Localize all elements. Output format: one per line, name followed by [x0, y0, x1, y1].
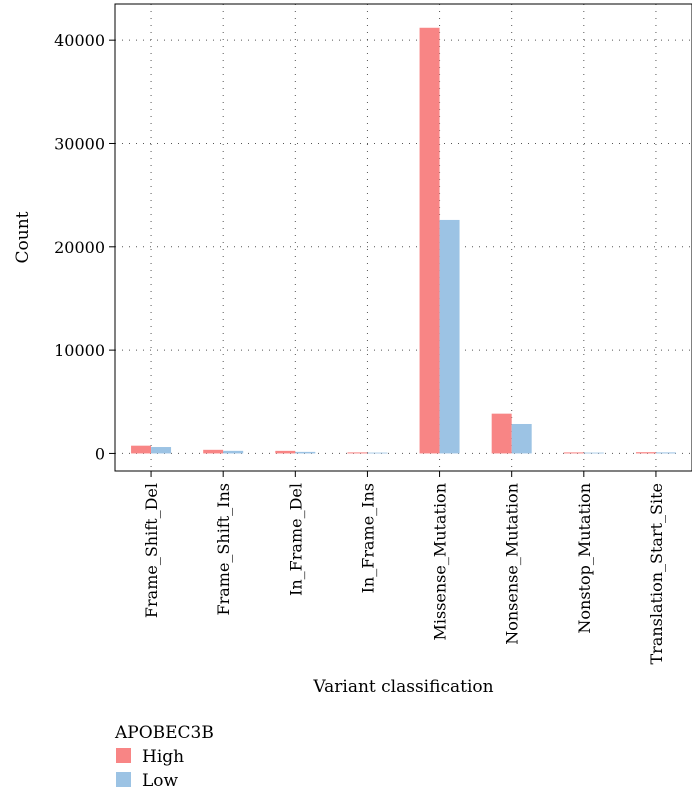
legend-label-high: High	[142, 747, 184, 767]
plot-frame	[114, 3, 692, 472]
bar-low-nonsense-mutation	[511, 423, 532, 454]
bar-high-frame-shift-del	[131, 445, 152, 454]
x-axis-title: Variant classification	[312, 677, 493, 697]
legend-title: APOBEC3B	[114, 723, 214, 743]
x-tick-label: Nonstop_Mutation	[575, 483, 594, 634]
y-tick-label: 10000	[54, 341, 105, 360]
bar-high-in-frame-ins	[347, 452, 368, 454]
legend: APOBEC3B High Low	[114, 723, 214, 791]
x-tick-label: Frame_Shift_Del	[142, 483, 161, 618]
y-tick-label: 40000	[54, 31, 105, 50]
x-tick-label: Missense_Mutation	[431, 483, 450, 641]
x-tick-label: Nonsense_Mutation	[503, 483, 522, 645]
legend-swatch-high	[116, 748, 131, 763]
bar-high-nonsense-mutation	[491, 413, 512, 454]
y-tick-label: 20000	[54, 238, 105, 257]
x-tick-label: In_Frame_Del	[286, 483, 305, 596]
x-tick-label: Translation_Start_Site	[647, 483, 666, 665]
bar-low-in-frame-ins	[367, 452, 388, 454]
axis-layer: 0 10000 20000 30000 40000 Frame_Shift_Del Fram…	[54, 31, 666, 664]
bar-high-in-frame-del	[275, 450, 296, 454]
grid-layer	[115, 4, 692, 471]
bar-low-nonstop-mutation	[583, 452, 604, 454]
bar-high-nonstop-mutation	[563, 452, 584, 454]
y-axis-title: Count	[13, 211, 33, 263]
bar-high-frame-shift-ins	[203, 449, 224, 454]
bar-low-missense-mutation	[439, 219, 460, 454]
bar-low-frame-shift-ins	[223, 450, 244, 454]
legend-label-low: Low	[142, 771, 179, 791]
y-tick-label: 30000	[54, 134, 105, 153]
y-tick-label: 0	[95, 444, 105, 463]
bar-high-translation-start-site	[635, 452, 656, 454]
bar-high-missense-mutation	[419, 27, 440, 454]
bar-low-frame-shift-del	[151, 447, 172, 454]
x-tick-label: Frame_Shift_Ins	[214, 483, 233, 616]
x-tick-label: In_Frame_Ins	[358, 483, 377, 593]
bar-low-in-frame-del	[295, 451, 316, 454]
legend-swatch-low	[116, 772, 131, 787]
bars-layer	[131, 27, 676, 454]
bar-low-translation-start-site	[655, 452, 676, 454]
